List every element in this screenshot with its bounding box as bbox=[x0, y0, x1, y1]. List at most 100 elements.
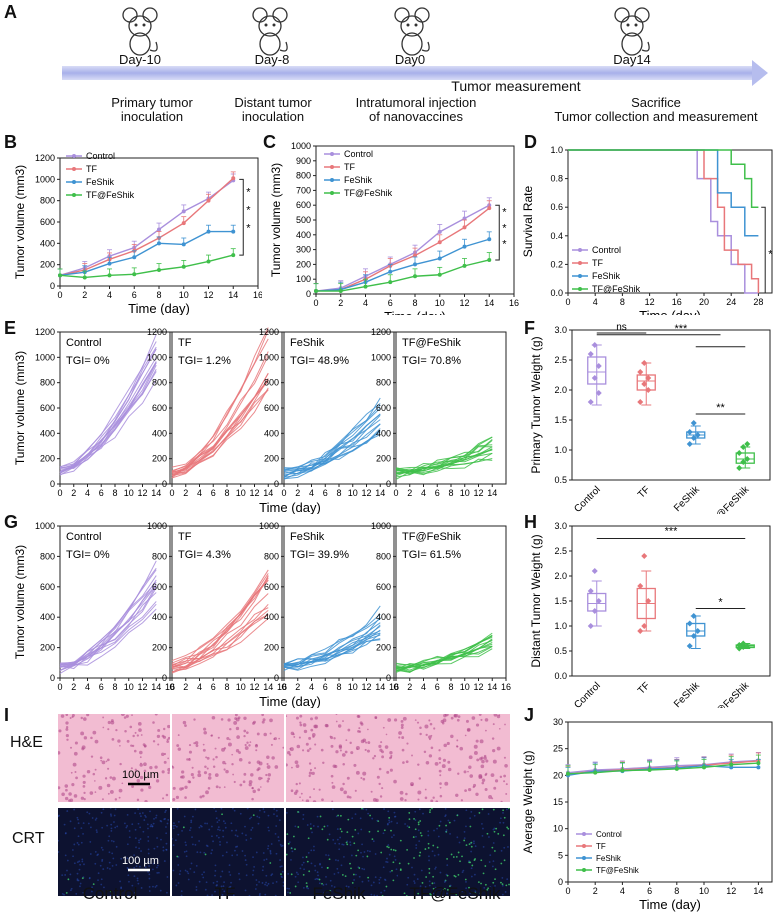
data-point bbox=[591, 568, 598, 574]
x-tick-label: 0 bbox=[57, 488, 62, 498]
nucleus bbox=[432, 796, 435, 799]
x-tick-label: 8 bbox=[156, 290, 161, 300]
fluorescence-spot bbox=[262, 852, 265, 854]
y-tick-label: 1.5 bbox=[554, 415, 567, 425]
fluorescence-spot bbox=[415, 835, 417, 838]
fluorescence-spot bbox=[418, 808, 421, 811]
fluorescence-spot bbox=[408, 812, 411, 814]
nucleus bbox=[294, 760, 299, 765]
nucleus bbox=[83, 717, 87, 721]
fluorescence-spot bbox=[165, 809, 167, 812]
fluorescence-spot bbox=[494, 878, 496, 881]
nucleus bbox=[471, 716, 476, 720]
nucleus bbox=[256, 732, 260, 736]
x-tick-label: 16 bbox=[509, 298, 519, 308]
y-tick-label: 700 bbox=[296, 185, 311, 195]
data-point bbox=[181, 209, 186, 214]
fluorescence-spot bbox=[155, 884, 158, 887]
fluorescence-spot bbox=[138, 858, 141, 861]
nucleus bbox=[362, 771, 367, 776]
fluorescence-spot bbox=[221, 887, 224, 890]
fluorescence-spot bbox=[172, 869, 175, 872]
series-line bbox=[567, 759, 759, 774]
crt-stain-image bbox=[398, 808, 510, 896]
data-point bbox=[587, 588, 594, 594]
fluorescence-spot bbox=[79, 885, 81, 888]
significance-mark: *** bbox=[674, 323, 688, 335]
fluorescence-spot bbox=[234, 834, 237, 837]
nucleus bbox=[199, 795, 203, 799]
nucleus bbox=[305, 799, 310, 802]
individual-curve bbox=[283, 413, 381, 478]
nucleus bbox=[300, 792, 303, 795]
y-tick-label: 200 bbox=[152, 643, 167, 653]
data-point bbox=[107, 273, 112, 278]
nucleus bbox=[491, 737, 495, 740]
fluorescence-spot bbox=[493, 830, 496, 833]
nucleus bbox=[490, 773, 495, 777]
fluorescence-spot bbox=[383, 808, 385, 810]
nucleus bbox=[332, 764, 337, 768]
fluorescence-spot bbox=[138, 841, 140, 844]
fluorescence-spot bbox=[113, 814, 116, 817]
fluorescence-spot bbox=[131, 823, 134, 826]
nucleus bbox=[478, 714, 482, 716]
fluorescence-spot bbox=[489, 886, 492, 888]
fluorescence-spot bbox=[211, 825, 213, 828]
data-point bbox=[645, 387, 652, 393]
nucleus bbox=[405, 760, 409, 764]
nucleus bbox=[295, 716, 299, 720]
fluorescence-spot bbox=[223, 881, 226, 884]
fluorescence-spot bbox=[339, 828, 342, 830]
fluorescence-spot bbox=[452, 856, 455, 858]
fluorescence-spot bbox=[102, 868, 105, 870]
nucleus bbox=[140, 762, 142, 765]
fluorescence-spot bbox=[488, 836, 490, 838]
fluorescence-spot bbox=[338, 848, 341, 851]
fluorescence-spot bbox=[439, 871, 442, 874]
nucleus bbox=[318, 788, 321, 791]
fluorescence-spot bbox=[474, 845, 477, 848]
nucleus bbox=[282, 746, 284, 749]
fluorescence-spot bbox=[101, 848, 104, 851]
x-tick-label: 6 bbox=[435, 682, 440, 692]
fluorescence-spot bbox=[91, 890, 93, 893]
nucleus bbox=[344, 750, 348, 754]
nucleus bbox=[447, 760, 451, 764]
fluorescence-spot bbox=[428, 855, 430, 858]
nucleus bbox=[107, 758, 110, 762]
fluorescence-spot bbox=[268, 829, 270, 832]
x-tick-label: 14 bbox=[151, 682, 161, 692]
nucleus bbox=[131, 785, 134, 788]
nucleus bbox=[410, 783, 414, 787]
fluorescence-spot bbox=[418, 854, 421, 857]
y-tick-label: 1200 bbox=[35, 153, 55, 163]
fluorescence-spot bbox=[302, 856, 304, 859]
fluorescence-spot bbox=[363, 851, 366, 853]
fluorescence-spot bbox=[120, 857, 123, 860]
series-line bbox=[568, 149, 760, 293]
fluorescence-spot bbox=[473, 840, 475, 843]
tgi-label: TGI= 61.5% bbox=[402, 549, 461, 561]
fluorescence-spot bbox=[114, 808, 117, 811]
fluorescence-spot bbox=[290, 846, 293, 849]
fluorescence-spot bbox=[176, 855, 179, 858]
data-point bbox=[206, 229, 211, 234]
data-point bbox=[744, 441, 751, 447]
fluorescence-spot bbox=[140, 850, 142, 852]
nucleus bbox=[337, 724, 342, 728]
x-tick-label: 2 bbox=[295, 488, 300, 498]
nucleus bbox=[177, 747, 182, 751]
series-line bbox=[59, 254, 234, 279]
data-point bbox=[645, 598, 652, 604]
fluorescence-spot bbox=[91, 817, 94, 819]
fluorescence-spot bbox=[255, 883, 258, 886]
fluorescence-spot bbox=[262, 865, 265, 868]
fluorescence-spot bbox=[444, 815, 447, 818]
y-tick-label: 30 bbox=[553, 717, 563, 727]
fluorescence-spot bbox=[273, 808, 276, 810]
data-point bbox=[413, 262, 417, 267]
fluorescence-spot bbox=[83, 863, 85, 866]
nucleus bbox=[475, 792, 479, 796]
nucleus bbox=[246, 731, 249, 734]
